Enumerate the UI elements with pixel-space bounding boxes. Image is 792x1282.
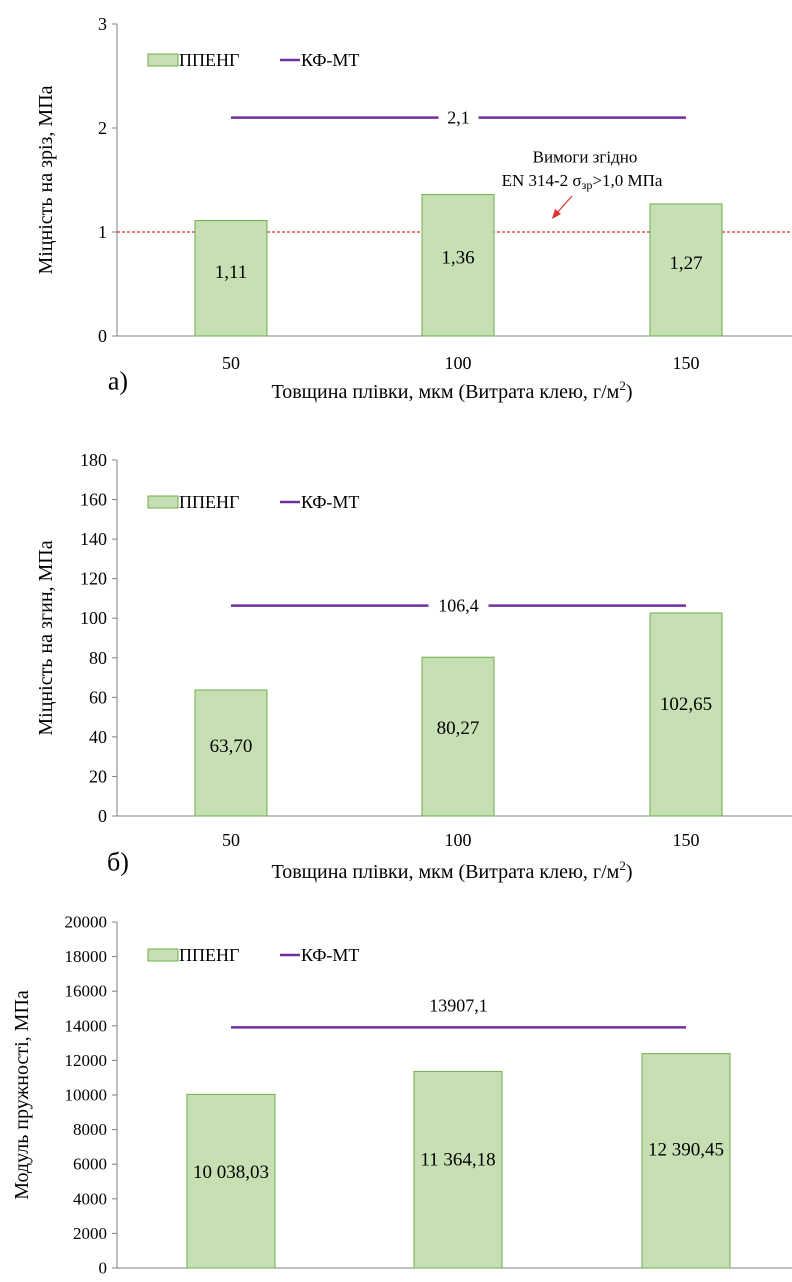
bar <box>641 1053 731 1269</box>
y-axis-label: Міцність на зріз, МПа <box>35 85 57 274</box>
y-tick-label: 2 <box>98 118 107 138</box>
bar <box>649 203 723 337</box>
bar-value-label: 80,27 <box>437 718 480 739</box>
y-tick-label: 100 <box>80 608 107 628</box>
chart-shear-strength: 0 1 2 3 1,11 1,36 1,27 2,1 ППЕНГ КФ-МТ 50 100 150 а) Т… <box>35 14 792 404</box>
reference-line-label: 2,1 <box>447 108 470 128</box>
y-tick-label: 3 <box>98 14 107 34</box>
y-tick-label: 2000 <box>73 1224 107 1243</box>
x-tick-label: 150 <box>673 353 700 373</box>
y-tick-label: 14000 <box>65 1016 108 1035</box>
legend-bar-label: ППЕНГ <box>179 492 239 512</box>
x-axis-label: Товщина плівки, мкм (Витрата клею, г/м2) <box>272 378 633 404</box>
y-tick-label: 80 <box>89 648 107 668</box>
reference-line-label: 13907,1 <box>429 995 488 1015</box>
y-tick-label: 40 <box>89 727 107 747</box>
y-tick-label: 12000 <box>65 1051 108 1070</box>
legend-bar-label: ППЕНГ <box>179 945 239 965</box>
bar-value-label: 10 038,03 <box>193 1162 269 1183</box>
requirement-annotation-line2: EN 314-2 σзр>1,0 МПа <box>502 171 663 193</box>
y-tick-label: 8000 <box>73 1120 107 1139</box>
y-tick-label: 4000 <box>73 1189 107 1208</box>
requirement-arrow-head <box>552 209 561 219</box>
legend-bar-label: ППЕНГ <box>179 50 239 70</box>
bar <box>194 220 268 337</box>
bar-value-label: 1,36 <box>441 248 474 269</box>
x-tick-label: 50 <box>222 353 240 373</box>
chart-elastic-modulus: 0 2000 4000 6000 8000 10000 12000 14000 16000 180… <box>11 913 792 1282</box>
x-tick-label: 50 <box>222 830 240 850</box>
reference-line-label: 106,4 <box>438 596 479 616</box>
y-tick-label: 16000 <box>65 982 108 1001</box>
requirement-annotation-line1: Вимоги згідно <box>533 148 638 167</box>
legend-line-label: КФ-МТ <box>301 945 359 965</box>
bar-value-label: 1,27 <box>669 253 702 274</box>
y-tick-label: 6000 <box>73 1155 107 1174</box>
y-axis-label: Міцність на згин, МПа <box>35 540 57 735</box>
bar <box>421 656 495 817</box>
bar <box>421 194 495 337</box>
y-tick-label: 160 <box>80 490 107 510</box>
x-tick-label: 100 <box>445 830 472 850</box>
y-tick-label: 140 <box>80 529 107 549</box>
bar <box>194 689 268 817</box>
x-tick-label: 150 <box>673 830 700 850</box>
y-tick-label: 120 <box>80 569 107 589</box>
legend-bar-swatch <box>147 495 179 509</box>
y-tick-label: 180 <box>80 450 107 470</box>
bar <box>413 1070 503 1269</box>
y-tick-label: 0 <box>98 806 107 826</box>
bar <box>649 612 723 817</box>
x-axis-label: Товщина плівки, мкм (Витрата клею, г/м2) <box>272 858 633 884</box>
y-axis-label: Модуль пружності, МПа <box>11 990 33 1200</box>
legend-line-label: КФ-МТ <box>301 492 359 512</box>
requirement-text-sub: зр <box>582 178 593 192</box>
y-tick-label: 60 <box>89 687 107 707</box>
y-tick-label: 1 <box>98 222 107 242</box>
x-axis-label-sup: 2 <box>619 378 626 393</box>
panel-label: б) <box>107 848 129 877</box>
x-axis-label-end: ) <box>626 381 633 403</box>
x-tick-label: 100 <box>445 353 472 373</box>
legend-bar-swatch <box>147 948 179 962</box>
bar-value-label: 11 364,18 <box>420 1149 495 1170</box>
y-tick-label: 20000 <box>65 913 108 932</box>
x-axis-label-sup: 2 <box>619 858 626 873</box>
requirement-text-prefix: EN 314-2 σ <box>502 171 582 190</box>
bar-value-label: 12 390,45 <box>648 1140 724 1161</box>
x-axis-label-main: Товщина плівки, мкм (Витрата клею, г/м <box>272 861 620 883</box>
bar-value-label: 63,70 <box>210 736 253 757</box>
y-tick-label: 0 <box>99 1259 108 1278</box>
requirement-text-suffix: >1,0 МПа <box>592 171 662 190</box>
panel-label: а) <box>108 367 128 396</box>
bar <box>186 1093 276 1269</box>
x-axis-label-main: Товщина плівки, мкм (Витрата клею, г/м <box>272 381 620 403</box>
legend-line-label: КФ-МТ <box>301 50 359 70</box>
legend-bar-swatch <box>147 53 179 67</box>
bar-value-label: 102,65 <box>660 694 712 715</box>
y-tick-label: 20 <box>89 766 107 786</box>
y-tick-label: 10000 <box>65 1086 108 1105</box>
chart-bending-strength: 0 20 40 60 80 100 120 140 160 180 63,70 80,27 102,65… <box>35 450 792 884</box>
requirement-arrow-line <box>555 195 573 215</box>
y-tick-label: 0 <box>98 326 107 346</box>
x-axis-label-end: ) <box>626 861 633 883</box>
bar-value-label: 1,11 <box>215 262 248 283</box>
y-tick-label: 18000 <box>65 947 108 966</box>
